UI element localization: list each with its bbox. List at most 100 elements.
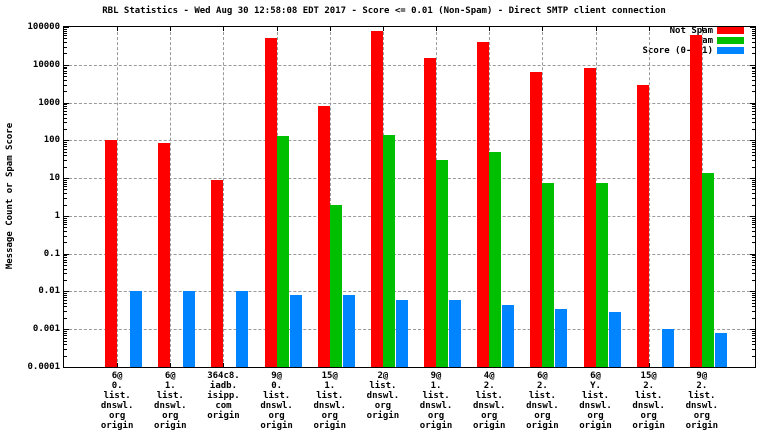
y-minor-tick-left: [64, 66, 67, 68]
y-minor-tick-right: [752, 113, 755, 115]
y-minor-tick-left: [64, 155, 67, 157]
y-minor-tick-left: [64, 146, 67, 148]
y-minor-tick-left: [64, 117, 67, 119]
x-tick-top: [382, 27, 384, 31]
y-minor-tick-right: [752, 160, 755, 162]
y-minor-tick-right: [752, 32, 755, 34]
y-gridline: [64, 215, 755, 217]
y-minor-tick-left: [64, 53, 67, 55]
bar-spam: [595, 182, 608, 367]
y-tick-label: 0.01: [38, 286, 60, 297]
y-minor-tick-right: [752, 268, 755, 270]
y-gridline: [64, 291, 755, 293]
legend-row-score-0-0-1-: Score (0-0.1): [455, 46, 755, 56]
y-minor-tick-right: [752, 148, 755, 150]
y-minor-tick-right: [752, 265, 755, 267]
y-minor-tick-right: [752, 224, 755, 226]
y-minor-tick-left: [64, 344, 67, 346]
y-gridline: [64, 64, 755, 66]
y-tick-label: 0.1: [43, 248, 60, 259]
y-minor-tick-right: [752, 197, 755, 199]
y-tick-label: 1000: [38, 97, 60, 108]
y-minor-tick-right: [752, 142, 755, 144]
y-minor-tick-right: [752, 122, 755, 124]
x-category-label: 15@ 1. list. dnswl. org origin: [313, 371, 347, 431]
y-minor-tick-left: [64, 70, 67, 72]
y-minor-tick-right: [752, 38, 755, 40]
y-minor-tick-left: [64, 317, 67, 319]
y-major-tick-left: [64, 178, 69, 180]
y-minor-tick-right: [752, 179, 755, 181]
bar-score-0-0-1-: [183, 291, 196, 367]
x-category-label: 15@ 2. list. dnswl. org origin: [632, 371, 665, 431]
x-tick-top: [223, 27, 225, 31]
y-minor-tick-right: [752, 79, 755, 81]
y-gridline: [64, 102, 755, 104]
y-tick-label: 10000: [32, 59, 60, 70]
x-gridline: [329, 27, 331, 367]
y-minor-tick-left: [64, 337, 67, 339]
y-major-tick-left: [64, 329, 69, 331]
y-minor-tick-right: [752, 204, 755, 206]
x-gridline: [648, 27, 650, 367]
bar-score-0-0-1-: [342, 295, 355, 367]
y-minor-tick-right: [752, 35, 755, 37]
y-minor-tick-left: [64, 197, 67, 199]
bar-spam: [489, 151, 502, 367]
y-minor-tick-left: [64, 227, 67, 229]
y-minor-tick-left: [64, 280, 67, 282]
y-minor-tick-right: [752, 110, 755, 112]
bar-not-spam: [424, 58, 437, 367]
y-minor-tick-left: [64, 219, 67, 221]
y-major-tick-right: [750, 367, 755, 368]
bar-not-spam: [583, 68, 596, 367]
y-minor-tick-right: [752, 73, 755, 75]
x-tick-top: [436, 27, 438, 31]
plot-area: [63, 26, 756, 368]
y-minor-tick-left: [64, 84, 67, 86]
y-tick-label: 100: [43, 135, 60, 146]
y-minor-tick-left: [64, 295, 67, 297]
y-minor-tick-left: [64, 73, 67, 75]
y-minor-tick-right: [752, 181, 755, 183]
legend-swatch: [717, 47, 744, 54]
y-major-tick-left: [64, 27, 69, 28]
y-minor-tick-right: [752, 235, 755, 237]
y-major-tick-left: [64, 215, 69, 217]
y-minor-tick-left: [64, 297, 67, 299]
y-major-tick-left: [64, 64, 69, 66]
bar-score-0-0-1-: [395, 299, 408, 367]
y-minor-tick-left: [64, 108, 67, 110]
bar-not-spam: [689, 35, 702, 367]
y-minor-tick-right: [752, 242, 755, 244]
x-tick-bottom: [223, 363, 225, 367]
y-minor-tick-left: [64, 104, 67, 106]
x-tick-bottom: [170, 363, 172, 367]
y-minor-tick-left: [64, 273, 67, 275]
y-minor-tick-right: [752, 68, 755, 70]
y-minor-tick-left: [64, 230, 67, 232]
x-category-label: 9@ 0. list. dnswl. org origin: [260, 371, 293, 431]
y-tick-label: 10: [49, 173, 60, 184]
y-minor-tick-right: [752, 70, 755, 72]
y-minor-tick-left: [64, 265, 67, 267]
y-major-tick-left: [64, 140, 69, 142]
y-gridline: [64, 253, 755, 255]
y-minor-tick-left: [64, 38, 67, 40]
y-minor-tick-left: [64, 257, 67, 259]
y-minor-tick-right: [752, 186, 755, 188]
y-minor-tick-left: [64, 110, 67, 112]
y-minor-tick-right: [752, 335, 755, 337]
y-minor-tick-left: [64, 68, 67, 70]
y-minor-tick-right: [752, 28, 755, 30]
x-tick-top: [276, 27, 278, 31]
y-minor-tick-right: [752, 76, 755, 78]
y-minor-tick-left: [64, 142, 67, 144]
y-major-tick-left: [64, 367, 69, 368]
y-minor-tick-right: [752, 166, 755, 168]
y-minor-tick-right: [752, 295, 755, 297]
y-major-tick-left: [64, 102, 69, 104]
y-minor-tick-left: [64, 306, 67, 308]
y-minor-tick-left: [64, 46, 67, 48]
y-major-tick-right: [750, 178, 755, 180]
